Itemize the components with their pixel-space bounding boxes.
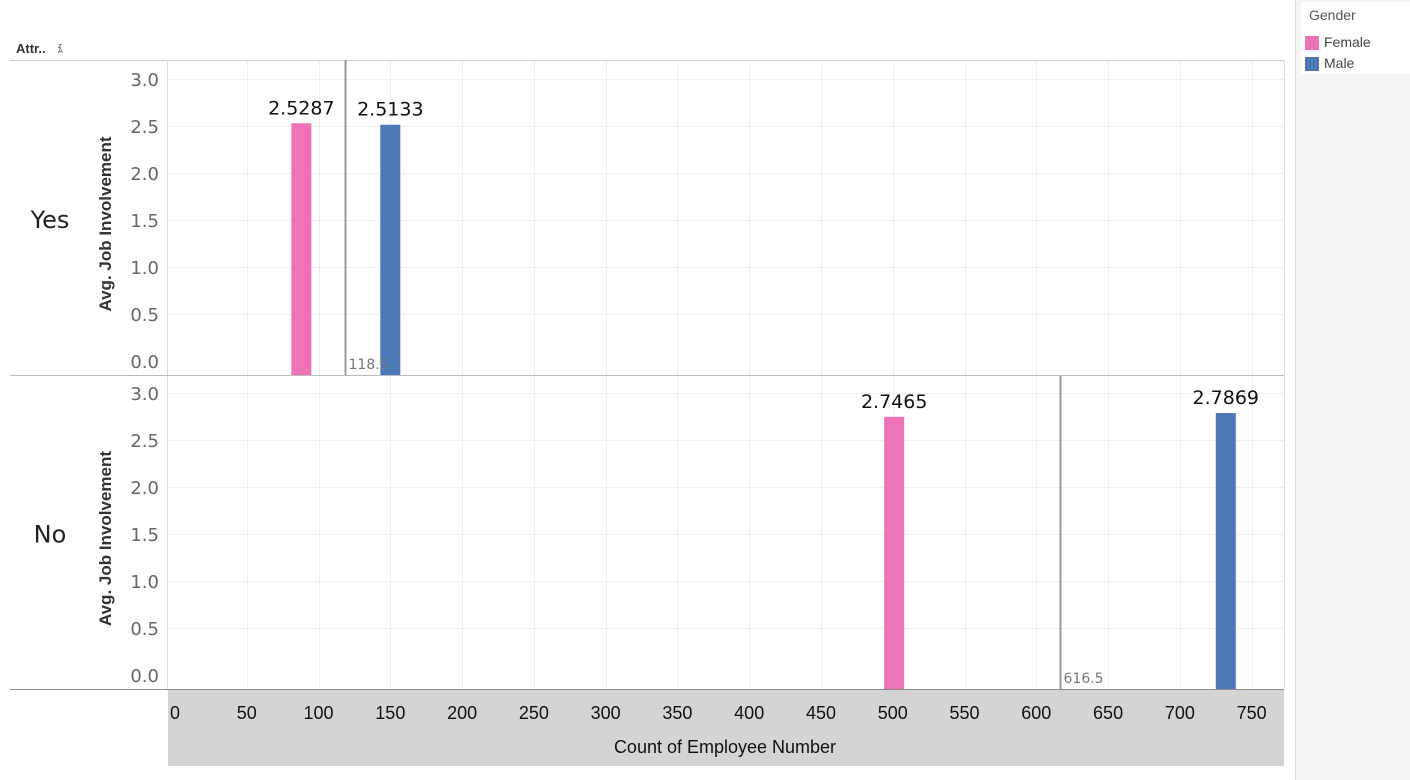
x-tick-label: 700 [1165, 703, 1195, 723]
x-tick-label: 300 [591, 703, 621, 723]
bar-value-label: 2.7869 [1193, 387, 1259, 409]
x-tick-label: 400 [734, 703, 764, 723]
legend-title: Gender [1309, 7, 1356, 23]
y-tick-label: 3.0 [130, 384, 159, 405]
legend-label-male: Male [1324, 55, 1355, 71]
legend-panel [1295, 0, 1410, 780]
row-header: No [34, 521, 67, 549]
y-tick-label: 2.5 [130, 431, 159, 452]
bar-male [380, 124, 401, 375]
bar-male [1215, 413, 1236, 689]
y-tick-label: 0.5 [130, 619, 159, 640]
legend [1301, 2, 1410, 74]
x-tick-label: 200 [447, 703, 477, 723]
bar-female [291, 123, 312, 375]
x-axis-title: Count of Employee Number [614, 737, 836, 757]
x-tick-label: 550 [950, 703, 980, 723]
y-tick-label: 1.5 [130, 211, 159, 232]
reference-line-label: 616.5 [1064, 671, 1104, 687]
y-tick-label: 2.0 [130, 164, 159, 185]
y-tick-label: 0.5 [130, 305, 159, 326]
x-tick-label: 650 [1093, 703, 1123, 723]
bar-value-label: 2.7465 [861, 391, 927, 413]
y-tick-label: 1.0 [130, 572, 159, 593]
row-field-label[interactable]: Attr.. [16, 41, 46, 56]
y-tick-label: 3.0 [130, 70, 159, 91]
y-tick-label: 0.0 [130, 666, 159, 687]
legend-swatch-female [1305, 36, 1319, 50]
bar-value-label: 2.5133 [357, 99, 423, 121]
x-tick-label: 50 [237, 703, 257, 723]
x-tick-label: 600 [1021, 703, 1051, 723]
x-tick-label: 150 [375, 703, 405, 723]
bar-value-label: 2.5287 [268, 97, 334, 119]
y-tick-label: 1.5 [130, 525, 159, 546]
legend-swatch-male [1305, 57, 1319, 71]
x-tick-label: 100 [304, 703, 334, 723]
x-tick-label: 450 [806, 703, 836, 723]
y-axis-title: Avg. Job Involvement [96, 136, 115, 311]
y-tick-label: 2.5 [130, 117, 159, 138]
x-tick-label: 350 [662, 703, 692, 723]
y-tick-label: 0.0 [130, 352, 159, 373]
row-header: Yes [30, 206, 70, 234]
y-tick-label: 1.0 [130, 258, 159, 279]
reference-line-label: 118.5 [349, 357, 389, 373]
x-tick-label: 500 [878, 703, 908, 723]
bar-female [884, 416, 905, 689]
legend-label-female: Female [1324, 34, 1371, 50]
x-tick-label: 0 [170, 703, 180, 723]
y-tick-label: 2.0 [130, 478, 159, 499]
x-tick-label: 750 [1237, 703, 1267, 723]
x-tick-label: 250 [519, 703, 549, 723]
x-axis-band [168, 690, 1284, 766]
y-axis-title: Avg. Job Involvement [96, 451, 115, 626]
